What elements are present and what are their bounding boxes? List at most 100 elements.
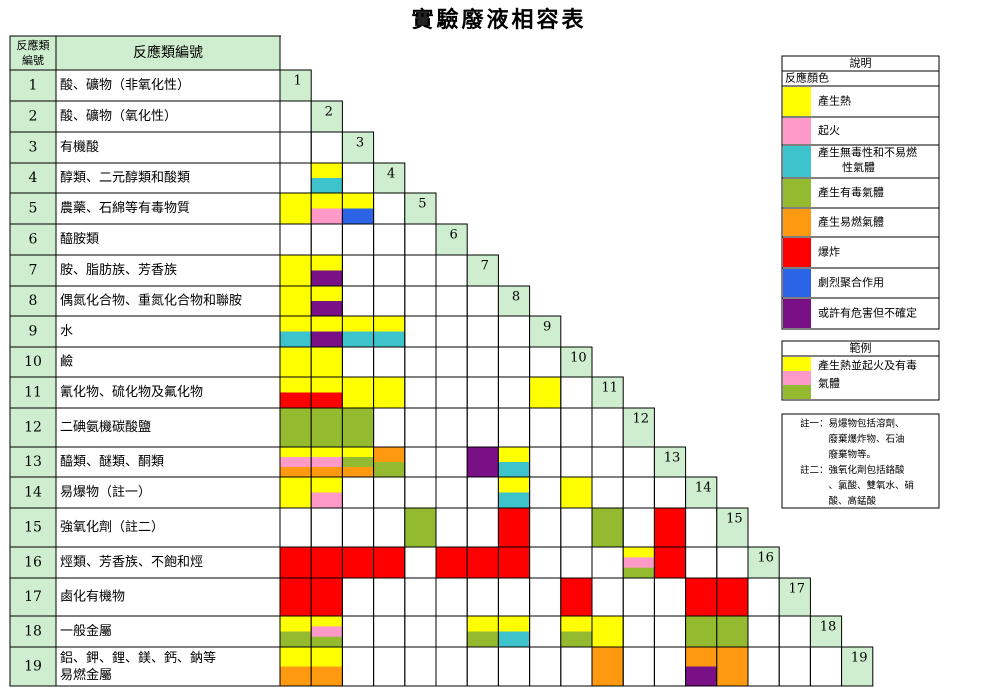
matrix-cell bbox=[341, 162, 375, 194]
matrix-stripe bbox=[498, 547, 530, 579]
diagonal-number: 11 bbox=[601, 381, 618, 396]
matrix-stripe bbox=[311, 270, 343, 287]
row-id: 16 bbox=[24, 555, 42, 571]
matrix-stripe bbox=[311, 447, 343, 458]
diagonal-cell bbox=[404, 192, 437, 225]
matrix-stripe bbox=[280, 316, 312, 332]
matrix-cell bbox=[529, 646, 562, 687]
legend-label: 爆炸 bbox=[818, 245, 840, 259]
matrix-cell bbox=[529, 446, 562, 478]
matrix-cell bbox=[404, 254, 437, 287]
matrix-stripe bbox=[685, 578, 717, 617]
row-name-cell bbox=[55, 577, 281, 617]
row-id-cell bbox=[9, 192, 57, 225]
row-id: 15 bbox=[24, 520, 42, 536]
matrix-cell bbox=[435, 476, 468, 509]
matrix-stripe bbox=[280, 547, 312, 579]
matrix-cell bbox=[591, 407, 624, 448]
matrix-cell bbox=[653, 646, 687, 687]
matrix-cell bbox=[341, 646, 375, 687]
diagonal-number: 1 bbox=[293, 74, 301, 89]
matrix-stripe bbox=[311, 255, 343, 271]
row-name: 酸、礦物（非氧化性） bbox=[60, 77, 190, 93]
diagonal-cell bbox=[497, 285, 531, 317]
row-id: 9 bbox=[29, 324, 38, 340]
matrix-stripe bbox=[342, 377, 374, 409]
legend-swatch bbox=[783, 269, 811, 297]
matrix-cell bbox=[653, 577, 687, 617]
example-label: 氣體 bbox=[818, 376, 840, 390]
legend-title: 說明 bbox=[850, 56, 872, 70]
matrix-stripe bbox=[280, 578, 312, 617]
row-name-cell bbox=[55, 507, 281, 548]
note-line: 、氯酸、雙氧水、硝 bbox=[800, 480, 914, 492]
matrix-stripe bbox=[311, 316, 343, 332]
matrix-cell bbox=[466, 346, 499, 378]
matrix-cell bbox=[404, 476, 437, 509]
row-id: 5 bbox=[29, 201, 38, 217]
matrix-cell bbox=[497, 577, 531, 617]
matrix-stripe bbox=[311, 647, 343, 667]
diagonal-number: 4 bbox=[387, 167, 395, 182]
matrix-stripe bbox=[436, 547, 468, 579]
matrix-cell bbox=[373, 646, 406, 687]
matrix-cell bbox=[279, 507, 312, 548]
diagonal-number: 10 bbox=[570, 351, 587, 366]
matrix-stripe bbox=[280, 392, 312, 409]
diagonal-cell bbox=[310, 100, 343, 133]
note-line: 註二：強氧化劑包括鉻酸 bbox=[800, 464, 905, 476]
matrix-stripe bbox=[311, 636, 343, 648]
notes-box bbox=[781, 413, 940, 509]
row-name: 鋁、鉀、鋰、鎂、鈣、鈉等 bbox=[60, 650, 216, 666]
row-name: 烴類、芳香族、不飽和烴 bbox=[60, 554, 203, 570]
example-swatch bbox=[783, 357, 811, 371]
diagonal-number: 17 bbox=[789, 582, 806, 597]
row-name: 強氧化劑（註二） bbox=[60, 519, 164, 535]
matrix-cell bbox=[685, 546, 718, 579]
matrix-cell bbox=[404, 376, 437, 409]
header-id-cell bbox=[9, 35, 57, 71]
header-name-label: 反應類編號 bbox=[133, 44, 203, 61]
matrix-stripe bbox=[467, 447, 499, 478]
row-name-cell bbox=[55, 476, 281, 509]
matrix-cell bbox=[435, 346, 468, 378]
matrix-stripe bbox=[592, 508, 624, 548]
matrix-stripe bbox=[311, 616, 343, 627]
matrix-cell bbox=[497, 407, 531, 448]
matrix-cell bbox=[466, 577, 499, 617]
row-id: 17 bbox=[24, 589, 42, 605]
note-line: 廢棄物等。 bbox=[800, 449, 876, 461]
matrix-cell bbox=[373, 192, 406, 225]
row-id-cell bbox=[9, 254, 57, 287]
matrix-stripe bbox=[280, 408, 312, 448]
legend-swatch bbox=[783, 118, 811, 144]
matrix-cell bbox=[466, 507, 499, 548]
diagonal-cell bbox=[591, 376, 624, 409]
matrix-cell bbox=[341, 615, 375, 648]
matrix-stripe bbox=[373, 447, 405, 463]
diagonal-number: 9 bbox=[543, 320, 551, 335]
diagonal-number: 12 bbox=[633, 412, 650, 427]
matrix-cell bbox=[373, 577, 406, 617]
matrix-cell bbox=[747, 577, 780, 617]
legend-label: 起火 bbox=[818, 124, 840, 137]
row-id-cell bbox=[9, 69, 57, 102]
legend-swatch bbox=[783, 299, 811, 328]
matrix-cell bbox=[404, 577, 437, 617]
legend-label: 產生有毒氣體 bbox=[818, 185, 884, 199]
matrix-stripe bbox=[560, 616, 592, 632]
row-name: 酸、礦物（氧化性） bbox=[60, 108, 177, 124]
diagonal-number: 14 bbox=[695, 481, 712, 496]
diagonal-cell bbox=[466, 254, 499, 287]
matrix-cell bbox=[279, 100, 312, 133]
matrix-cell bbox=[497, 346, 531, 378]
matrix-stripe bbox=[342, 547, 374, 579]
row-name: 水 bbox=[60, 324, 73, 339]
matrix-cell bbox=[404, 346, 437, 378]
matrix-stripe bbox=[311, 477, 343, 493]
row-name: 醯類、醚類、酮類 bbox=[60, 455, 164, 470]
matrix-stripe bbox=[467, 547, 499, 579]
example-swatch bbox=[783, 371, 811, 385]
matrix-stripe bbox=[311, 467, 343, 478]
matrix-cell bbox=[747, 646, 780, 687]
